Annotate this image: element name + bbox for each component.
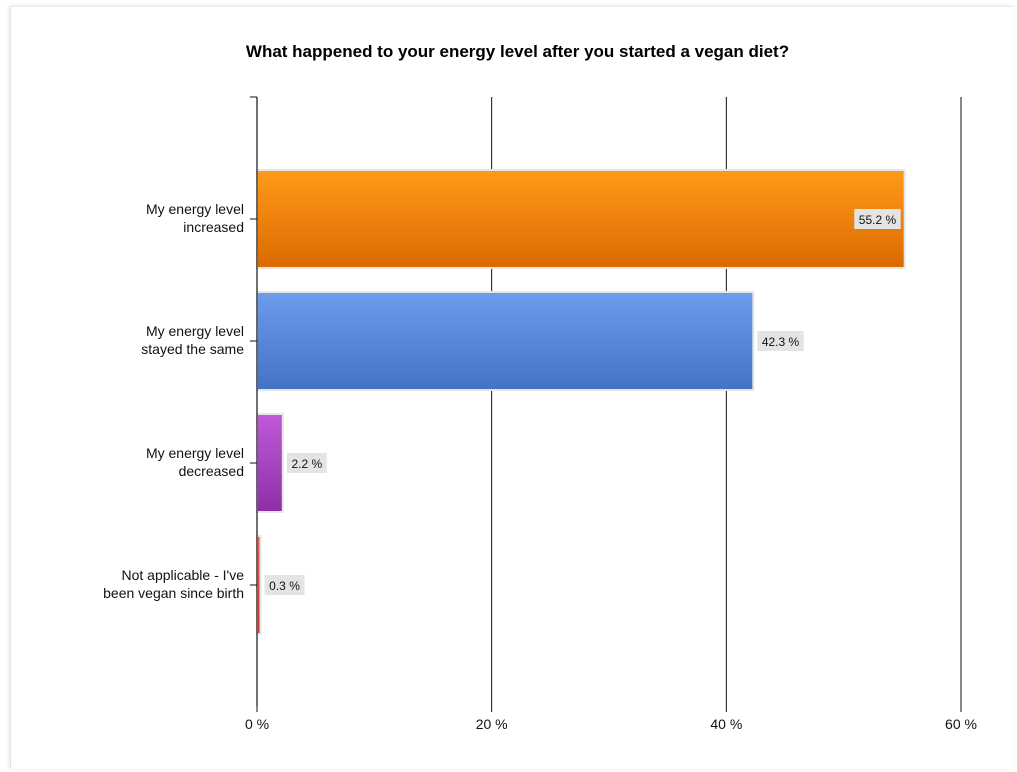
category-label: Not applicable - I've been vegan since bi… — [103, 567, 244, 601]
data-label: 0.3 % — [269, 579, 300, 593]
data-label-box — [286, 453, 327, 473]
bar — [256, 291, 755, 391]
data-label: 2.2 % — [291, 457, 322, 471]
x-tick-label: 0 % — [245, 716, 269, 732]
category-label: My energy level decreased — [146, 445, 244, 479]
x-tick-label: 60 % — [945, 716, 977, 732]
data-label: 42.3 % — [762, 335, 800, 349]
data-label-box — [854, 209, 901, 229]
bar — [256, 169, 906, 269]
chart-title: What happened to your energy level after… — [245, 42, 790, 61]
category-label: My energy level increased — [146, 201, 244, 235]
labels: 0 % 20 % 40 % 60 % My energy level increased 5… — [103, 201, 977, 732]
data-label: 55.2 % — [859, 213, 897, 227]
category-label: My energy level stayed the same — [141, 323, 244, 357]
bar — [256, 413, 284, 513]
x-tick-label: 40 % — [710, 716, 742, 732]
x-tick-label: 20 % — [476, 716, 508, 732]
bars — [256, 169, 906, 635]
data-label-box — [757, 331, 804, 351]
axes — [250, 96, 962, 712]
data-label-box — [264, 575, 305, 595]
